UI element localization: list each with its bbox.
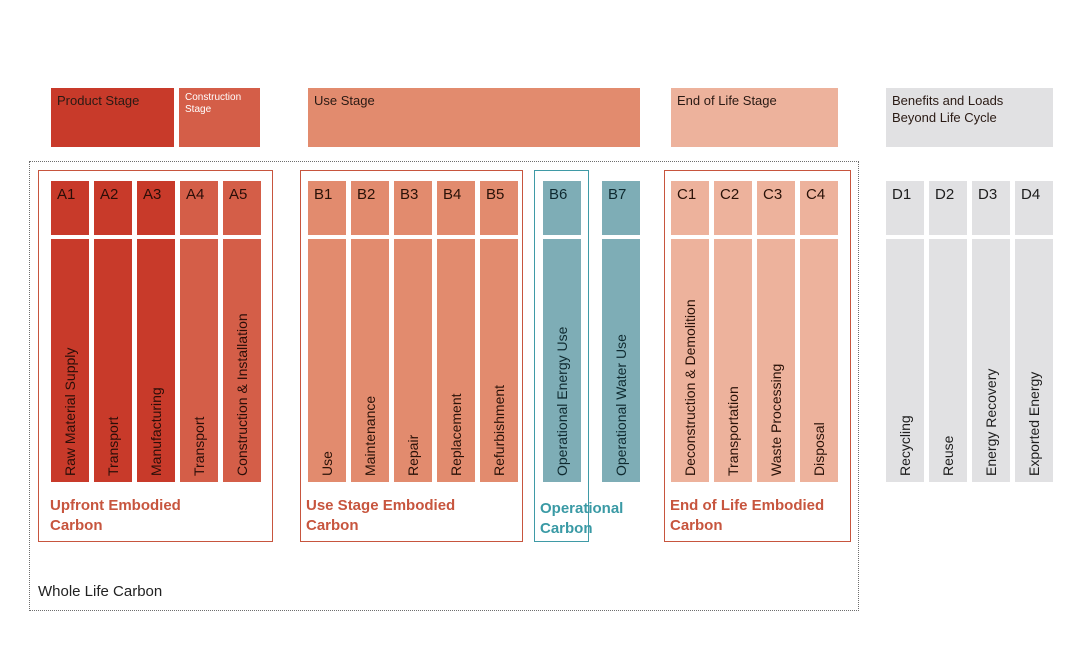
use-stage-embodied-label: Use Stage Embodied Carbon [306, 496, 496, 536]
upfront-embodied-text: Upfront Embodied Carbon [50, 497, 181, 534]
module-label-c3: Waste Processing [768, 363, 784, 476]
module-body-a1: Raw Material Supply [51, 239, 89, 482]
stage-header-use-label: Use Stage [314, 93, 375, 108]
module-label-d1: Recycling [897, 415, 913, 476]
use-stage-embodied-outline [300, 170, 523, 542]
module-label-d2: Reuse [940, 435, 956, 476]
end-of-life-embodied-label: End of Life Embodied Carbon [670, 496, 830, 536]
module-body-b6: Operational Energy Use [543, 239, 581, 482]
stage-header-use: Use Stage [308, 88, 640, 147]
module-body-b7: Operational Water Use [602, 239, 640, 482]
module-body-b5: Refurbishment [480, 239, 518, 482]
module-code-a5: A5 [223, 181, 261, 235]
module-code-d3: D3 [972, 181, 1010, 235]
module-body-d3: Energy Recovery [972, 239, 1010, 482]
module-label-b2: Maintenance [362, 395, 378, 476]
module-code-d2: D2 [929, 181, 967, 235]
use-stage-embodied-text: Use Stage Embodied Carbon [306, 497, 456, 534]
module-label-d3: Energy Recovery [983, 368, 999, 476]
stage-header-end-of-life-label: End of Life Stage [677, 93, 777, 108]
module-body-a3: Manufacturing [137, 239, 175, 482]
module-body-b4: Replacement [437, 239, 475, 482]
whole-life-carbon-label: Whole Life Carbon [38, 583, 163, 600]
module-code-d1: D1 [886, 181, 924, 235]
module-label-c4: Disposal [811, 422, 827, 476]
module-body-a4: Transport [180, 239, 218, 482]
stage-header-product-label: Product Stage [57, 93, 140, 108]
module-code-b7: B7 [602, 181, 640, 235]
module-body-b2: Maintenance [351, 239, 389, 482]
module-label-b7: Operational Water Use [613, 334, 629, 476]
operational-carbon-label: Operational Carbon [540, 499, 640, 539]
module-code-c1: C1 [671, 181, 709, 235]
module-body-a2: Transport [94, 239, 132, 482]
module-body-c2: Transportation [714, 239, 752, 482]
module-code-b2: B2 [351, 181, 389, 235]
operational-carbon-text: Operational Carbon [540, 500, 624, 537]
module-code-b5: B5 [480, 181, 518, 235]
module-label-a4: Transport [191, 416, 207, 476]
module-body-c3: Waste Processing [757, 239, 795, 482]
module-code-b3: B3 [394, 181, 432, 235]
module-code-b4: B4 [437, 181, 475, 235]
operational-carbon-outline [534, 170, 589, 542]
stage-header-product: Product Stage [51, 88, 174, 147]
module-code-c3: C3 [757, 181, 795, 235]
module-body-d1: Recycling [886, 239, 924, 482]
module-code-a3: A3 [137, 181, 175, 235]
module-label-c1: Deconstruction & Demolition [682, 299, 698, 476]
module-body-b3: Repair [394, 239, 432, 482]
module-label-b4: Replacement [448, 393, 464, 477]
module-code-c4: C4 [800, 181, 838, 235]
module-code-b1: B1 [308, 181, 346, 235]
module-code-c2: C2 [714, 181, 752, 235]
module-label-a1: Raw Material Supply [62, 347, 78, 476]
stage-header-construction: Construction Stage [179, 88, 260, 147]
module-body-c4: Disposal [800, 239, 838, 482]
module-body-a5: Construction & Installation [223, 239, 261, 482]
module-code-b6: B6 [543, 181, 581, 235]
module-label-b5: Refurbishment [491, 384, 507, 476]
module-body-c1: Deconstruction & Demolition [671, 239, 709, 482]
module-label-b1: Use [319, 451, 335, 476]
stage-header-beyond: Benefits and Loads Beyond Life Cycle [886, 88, 1053, 147]
module-label-a2: Transport [105, 416, 121, 476]
module-label-d4: Exported Energy [1026, 371, 1042, 476]
module-label-a5: Construction & Installation [234, 313, 250, 476]
module-body-d4: Exported Energy [1015, 239, 1053, 482]
whole-life-carbon-boundary [29, 161, 859, 611]
module-label-b3: Repair [405, 434, 421, 476]
module-code-d4: D4 [1015, 181, 1053, 235]
module-code-a2: A2 [94, 181, 132, 235]
end-of-life-embodied-outline [664, 170, 851, 542]
end-of-life-embodied-text: End of Life Embodied Carbon [670, 497, 825, 534]
upfront-embodied-outline [38, 170, 273, 542]
module-label-b6: Operational Energy Use [554, 326, 570, 476]
module-code-a1: A1 [51, 181, 89, 235]
stage-header-end-of-life: End of Life Stage [671, 88, 838, 147]
stage-header-beyond-label: Benefits and Loads Beyond Life Cycle [892, 93, 1004, 125]
module-body-d2: Reuse [929, 239, 967, 482]
upfront-embodied-label: Upfront Embodied Carbon [50, 496, 220, 536]
module-label-a3: Manufacturing [148, 387, 164, 476]
module-code-a4: A4 [180, 181, 218, 235]
module-label-c2: Transportation [725, 386, 741, 476]
module-body-b1: Use [308, 239, 346, 482]
stage-header-construction-label: Construction Stage [185, 92, 242, 115]
